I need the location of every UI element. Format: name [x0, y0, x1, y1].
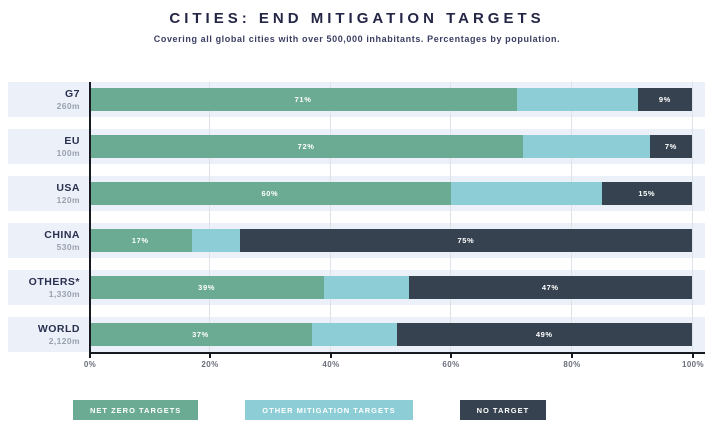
bar-segment-no-target: 15%: [601, 182, 692, 205]
chart-row-world: WORLD 2,120m 37% 49%: [8, 317, 705, 352]
stacked-bar: 71% 9%: [89, 88, 692, 111]
stacked-bar: 39% 47%: [89, 276, 692, 299]
bar-segment-net-zero: 39%: [89, 276, 325, 299]
chart-row-usa: USA 120m 60% 15%: [8, 176, 705, 211]
x-axis-tick-label: 0%: [83, 360, 97, 369]
stacked-bar-chart: G7 260m 71% 9% EU 100m 72% 7% USA: [8, 82, 705, 369]
gridline-40pct: [330, 82, 331, 352]
x-axis-tick: [571, 354, 573, 358]
legend-item-net-zero: NET ZERO TARGETS: [73, 400, 199, 420]
x-axis-tick-label: 60%: [442, 360, 460, 369]
row-label: CHINA 530m: [8, 223, 89, 258]
y-axis-line: [89, 82, 91, 352]
row-name: WORLD: [37, 323, 80, 335]
segment-value-label: 15%: [638, 189, 656, 198]
legend-item-no-target: NO TARGET: [459, 400, 547, 420]
bar-segment-no-target: 7%: [649, 135, 692, 158]
x-axis-tick-label: 100%: [681, 360, 705, 369]
segment-value-label: 7%: [664, 142, 677, 151]
row-label: WORLD 2,120m: [8, 317, 89, 352]
bar-segment-other-mitigation: [191, 229, 240, 252]
x-axis-tick: [692, 354, 694, 358]
segment-value-label: 60%: [261, 189, 279, 198]
gridline-80pct: [571, 82, 572, 352]
bar-segment-no-target: 9%: [637, 88, 692, 111]
chart-row-eu: EU 100m 72% 7%: [8, 129, 705, 164]
row-population: 1,330m: [48, 289, 80, 299]
legend-item-other-mitigation: OTHER MITIGATION TARGETS: [245, 400, 413, 420]
bar-segment-net-zero: 60%: [89, 182, 451, 205]
row-population: 2,120m: [48, 336, 80, 346]
bar-segment-net-zero: 72%: [89, 135, 524, 158]
chart-row-china: CHINA 530m 17% 75%: [8, 223, 705, 258]
bar-segment-net-zero: 37%: [89, 323, 313, 346]
row-population: 530m: [56, 242, 80, 252]
stacked-bar: 60% 15%: [89, 182, 692, 205]
page-subtitle: Covering all global cities with over 500…: [153, 34, 561, 44]
legend: NET ZERO TARGETS OTHER MITIGATION TARGET…: [73, 400, 547, 420]
page-title: CITIES: END MITIGATION TARGETS: [169, 10, 545, 27]
bar-segment-other-mitigation: [450, 182, 602, 205]
stacked-bar: 17% 75%: [89, 229, 692, 252]
row-population: 100m: [56, 148, 80, 158]
segment-value-label: 9%: [658, 95, 671, 104]
stacked-bar: 37% 49%: [89, 323, 692, 346]
row-label: USA 120m: [8, 176, 89, 211]
bar-segment-other-mitigation: [324, 276, 409, 299]
segment-value-label: 71%: [294, 95, 312, 104]
bar-segment-other-mitigation: [523, 135, 650, 158]
bar-segment-net-zero: 71%: [89, 88, 518, 111]
chart-row-others: OTHERS* 1,330m 39% 47%: [8, 270, 705, 305]
gridline-60pct: [450, 82, 451, 352]
x-axis-tick: [89, 354, 91, 358]
row-population: 120m: [56, 195, 80, 205]
row-population: 260m: [56, 101, 80, 111]
x-axis-tick: [330, 354, 332, 358]
bar-segment-no-target: 49%: [396, 323, 692, 346]
segment-value-label: 72%: [297, 142, 315, 151]
row-name: CHINA: [44, 229, 80, 241]
gridline-100pct: [692, 82, 693, 352]
bar-segment-net-zero: 17%: [89, 229, 192, 252]
segment-value-label: 47%: [541, 283, 559, 292]
x-axis-tick-label: 80%: [563, 360, 581, 369]
chart-row-g7: G7 260m 71% 9%: [8, 82, 705, 117]
x-axis-tick: [450, 354, 452, 358]
x-axis-tick-label: 20%: [201, 360, 219, 369]
row-label: OTHERS* 1,330m: [8, 270, 89, 305]
x-axis-line: [89, 352, 705, 354]
segment-value-label: 39%: [198, 283, 215, 292]
row-name: G7: [64, 88, 80, 100]
bar-segment-other-mitigation: [517, 88, 638, 111]
segment-value-label: 37%: [192, 330, 209, 339]
bar-segment-no-target: 75%: [239, 229, 692, 252]
x-axis-tick: [209, 354, 211, 358]
row-name: OTHERS*: [28, 276, 80, 288]
x-axis-tick-label: 40%: [322, 360, 340, 369]
segment-value-label: 49%: [535, 330, 553, 339]
stacked-bar: 72% 7%: [89, 135, 692, 158]
bar-segment-other-mitigation: [312, 323, 397, 346]
row-label: G7 260m: [8, 82, 89, 117]
row-label: EU 100m: [8, 129, 89, 164]
row-name: USA: [56, 182, 80, 194]
segment-value-label: 17%: [131, 236, 149, 245]
row-name: EU: [64, 135, 80, 147]
bar-segment-no-target: 47%: [408, 276, 692, 299]
segment-value-label: 75%: [457, 236, 475, 245]
gridline-20pct: [209, 82, 210, 352]
